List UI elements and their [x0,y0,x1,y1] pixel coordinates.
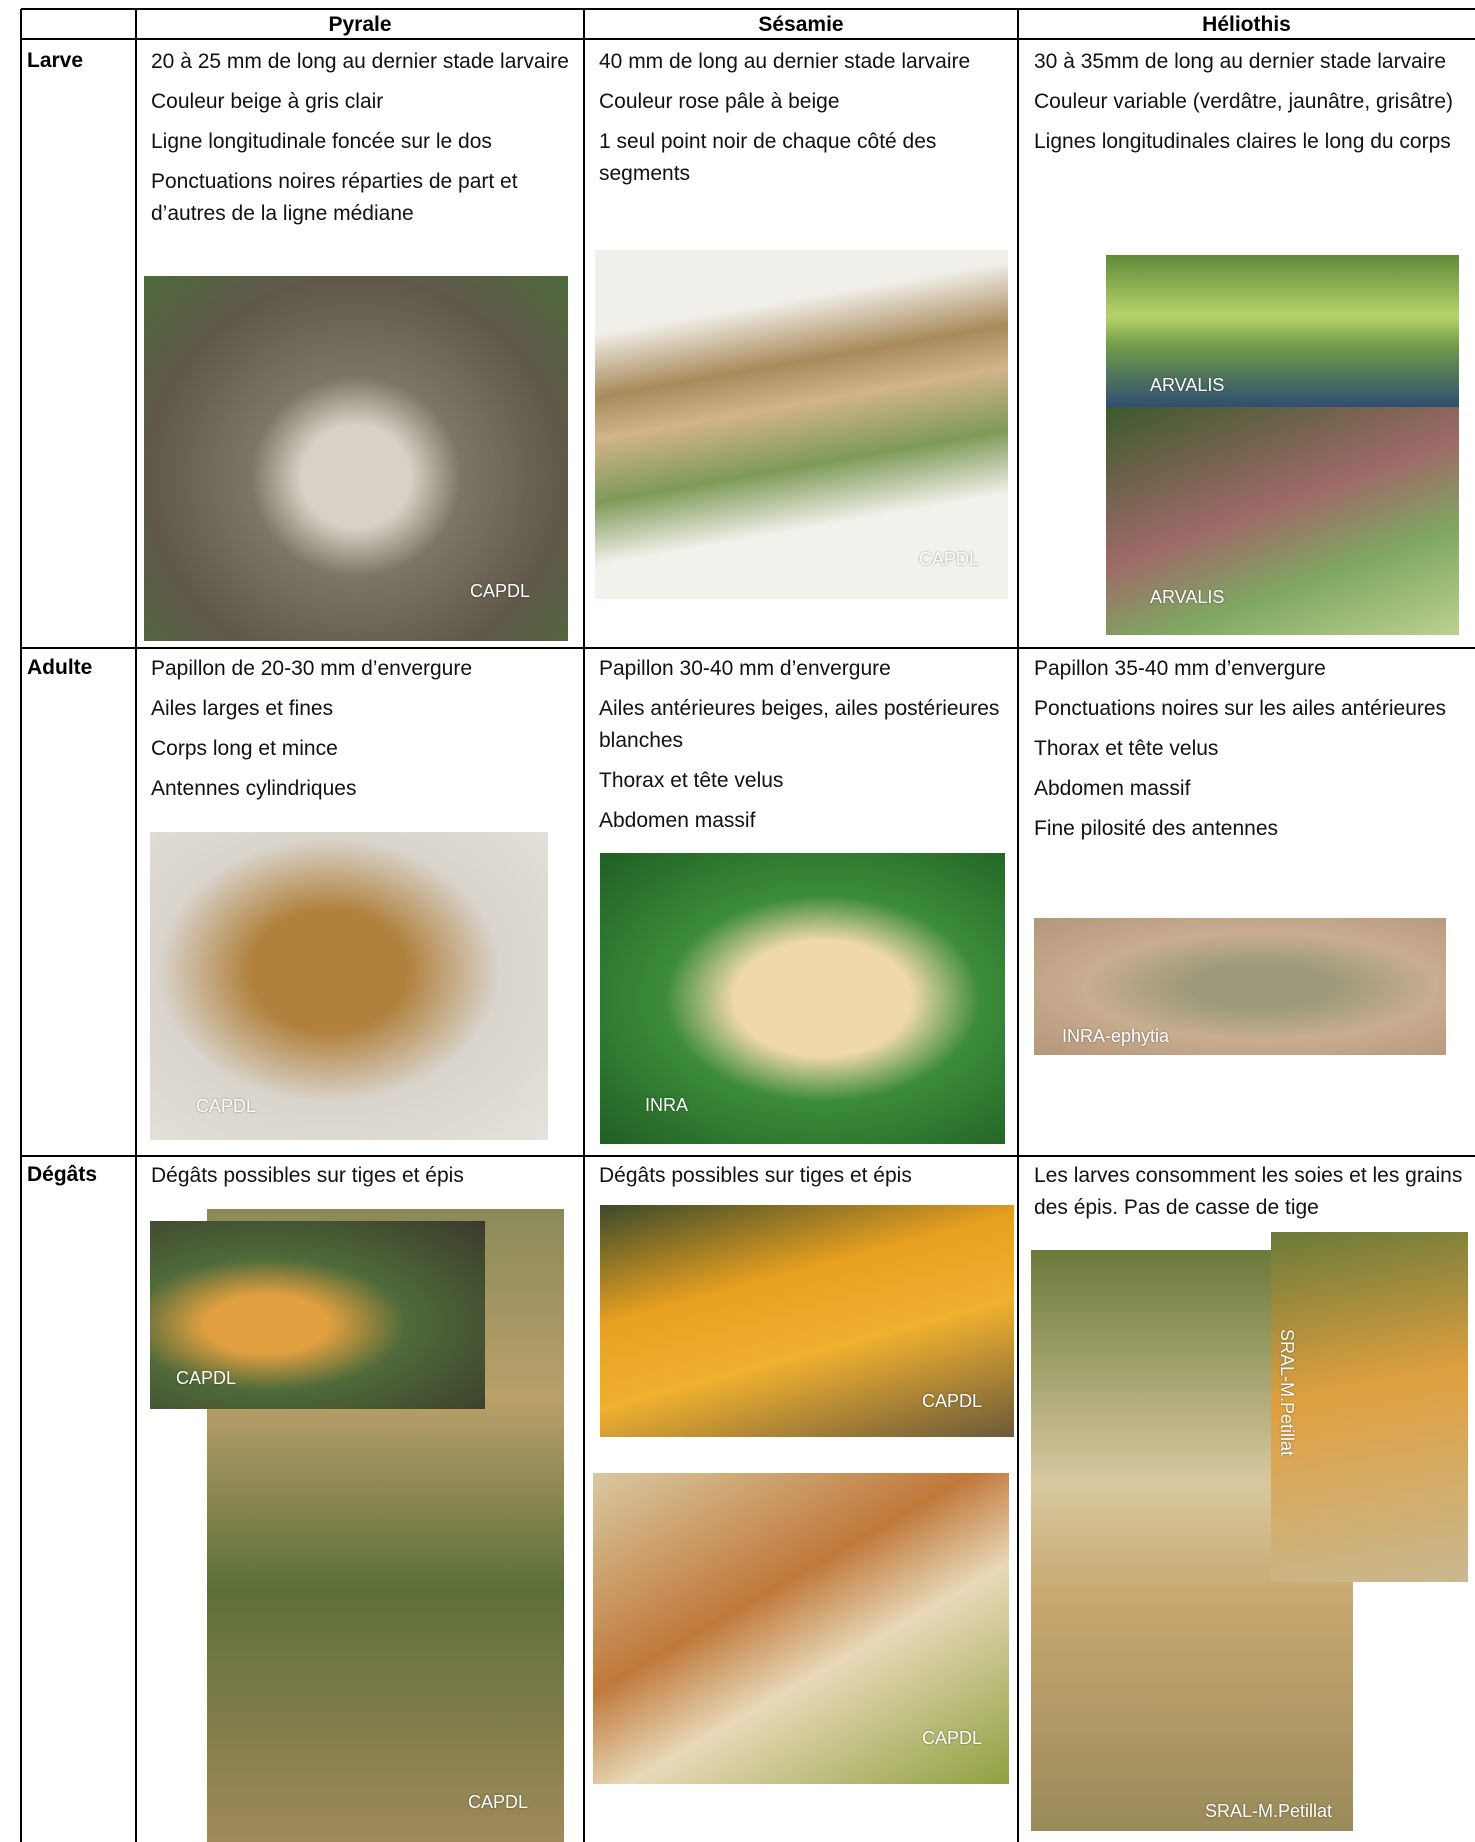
row-label: Larve [27,49,84,72]
cell-text: Papillon de 20-30 mm d’envergure Ailes la… [151,653,571,813]
photo-credit: ARVALIS [1150,587,1225,607]
paragraph: 40 mm de long au dernier stade larvaire [599,50,971,73]
table-border [21,8,1475,10]
table-border [21,1155,1475,1157]
paragraph: 20 à 25 mm de long au dernier stade larv… [151,50,569,73]
photo-credit: INRA-ephytia [1062,1026,1170,1046]
photo [1106,255,1459,408]
cell-text: 20 à 25 mm de long au dernier stade larv… [151,46,571,238]
paragraph: Ailes antérieures beiges, ailes postérie… [599,697,1000,752]
photo-credit: CAPDL [176,1368,237,1388]
row-label: Adulte [27,656,93,679]
paragraph: Abdomen massif [1034,777,1191,800]
paragraph: Couleur beige à gris clair [151,90,384,113]
photo [1034,918,1446,1055]
paragraph: Antennes cylindriques [151,777,357,800]
column-header: Pyrale [328,13,392,36]
paragraph: Papillon 30-40 mm d’envergure [599,657,891,680]
cell-text: Les larves consomment les soies et les g… [1034,1160,1464,1232]
table-border [583,9,585,1842]
paragraph: Couleur rose pâle à beige [599,90,840,113]
paragraph: Ailes larges et fines [151,697,334,720]
photo-credit: SRAL-M.Petillat [1277,1329,1297,1457]
table-border [20,9,22,1842]
photo [144,276,568,641]
photo [150,1221,485,1409]
photo [600,853,1005,1144]
paragraph: Couleur variable (verdâtre, jaunâtre, gr… [1034,90,1454,113]
photo [600,1205,1014,1437]
photo-credit: INRA [645,1095,689,1115]
column-header: Sésamie [758,13,844,36]
table-border [21,38,1475,40]
paragraph: Dégâts possibles sur tiges et épis [599,1164,912,1187]
paragraph: Fine pilosité des antennes [1034,817,1278,840]
paragraph: 1 seul point noir de chaque côté des seg… [599,130,937,185]
photo-credit: SRAL-M.Petillat [1205,1801,1333,1821]
photo-credit: CAPDL [470,581,531,601]
photo [595,250,1008,599]
paragraph: Ponctuations noires sur les ailes antéri… [1034,697,1447,720]
paragraph: 30 à 35mm de long au dernier stade larva… [1034,50,1447,73]
photo [1271,1232,1468,1582]
paragraph: Thorax et tête velus [599,769,784,792]
table-border [1017,9,1019,1842]
paragraph: Lignes longitudinales claires le long du… [1034,130,1451,153]
photo-credit: CAPDL [922,1728,983,1748]
cell-text: 40 mm de long au dernier stade larvaire C… [599,46,1009,198]
photo-credit: CAPDL [468,1792,529,1812]
cell-text: Papillon 35-40 mm d’envergure Ponctuation… [1034,653,1464,853]
photo-credit: CAPDL [919,549,980,569]
paragraph: Les larves consomment les soies et les g… [1034,1164,1463,1219]
paragraph: Ligne longitudinale foncée sur le dos [151,130,492,153]
photo-credit: CAPDL [922,1391,983,1411]
paragraph: Abdomen massif [599,809,756,832]
paragraph: Corps long et mince [151,737,338,760]
photo [1106,407,1459,635]
table-border [135,9,137,1842]
paragraph: Ponctuations noires réparties de part et… [151,170,518,225]
table-border [21,647,1475,649]
cell-text: Dégâts possibles sur tiges et épis [599,1160,1009,1200]
cell-text: Dégâts possibles sur tiges et épis [151,1160,571,1200]
paragraph: Thorax et tête velus [1034,737,1219,760]
paragraph: Papillon de 20-30 mm d’envergure [151,657,473,680]
photo-credit: CAPDL [196,1096,257,1116]
photo-credit: ARVALIS [1150,375,1225,395]
paragraph: Papillon 35-40 mm d’envergure [1034,657,1326,680]
photo [593,1473,1009,1784]
paragraph: Dégâts possibles sur tiges et épis [151,1164,464,1187]
cell-text: 30 à 35mm de long au dernier stade larva… [1034,46,1464,166]
cell-text: Papillon 30-40 mm d’envergure Ailes antér… [599,653,1009,845]
row-label: Dégâts [27,1163,98,1186]
column-header: Héliothis [1202,13,1291,36]
photo [150,832,548,1140]
